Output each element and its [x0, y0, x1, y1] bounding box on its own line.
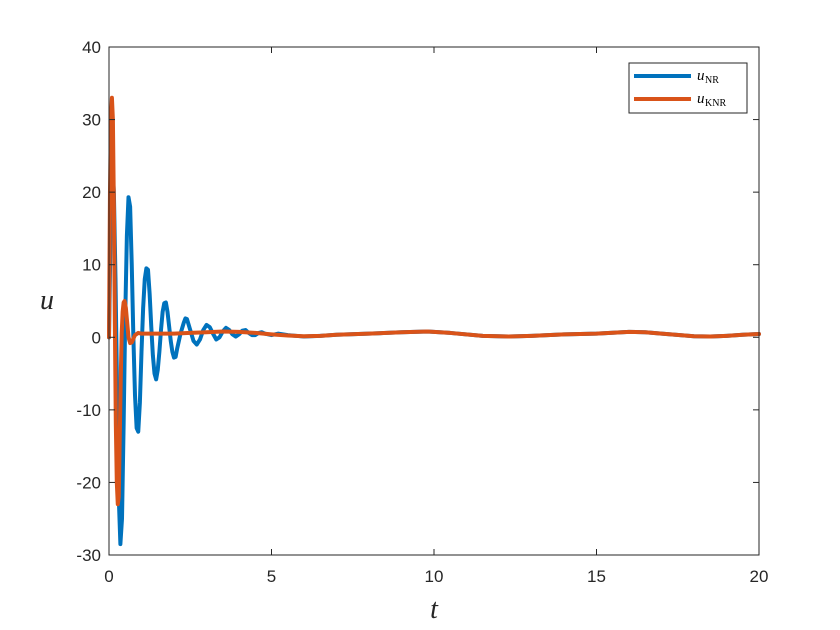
- y-tick-label: 40: [82, 38, 101, 57]
- x-axis-ticks: 0 5 10 15 20: [104, 47, 768, 586]
- plot-area: [109, 47, 759, 555]
- x-axis-title: t: [430, 594, 439, 625]
- y-tick-label: 20: [82, 183, 101, 202]
- y-tick-label: 10: [82, 256, 101, 275]
- legend-label-subscript: KNR: [705, 98, 726, 109]
- series-line-knr: [107, 95, 761, 507]
- x-tick-label: 15: [587, 567, 606, 586]
- legend-label: u: [697, 91, 705, 107]
- legend-box: [628, 62, 748, 114]
- legend-label-subscript: NR: [705, 75, 719, 86]
- y-tick-label: -30: [76, 546, 101, 565]
- y-tick-label: 0: [92, 328, 101, 347]
- series-layer: [107, 95, 761, 547]
- x-tick-label: 5: [267, 567, 276, 586]
- x-tick-label: 10: [425, 567, 444, 586]
- y-tick-label: -20: [76, 473, 101, 492]
- y-axis-title: u: [40, 285, 54, 316]
- x-tick-label: 20: [750, 567, 769, 586]
- y-axis-ticks: -30 -20 -10 0 10 20 30 40: [76, 38, 759, 565]
- legend-label: u: [697, 68, 705, 84]
- x-tick-label: 0: [104, 567, 113, 586]
- y-tick-label: -10: [76, 401, 101, 420]
- y-tick-label: 30: [82, 111, 101, 130]
- legend: u NRu KNR: [628, 62, 748, 114]
